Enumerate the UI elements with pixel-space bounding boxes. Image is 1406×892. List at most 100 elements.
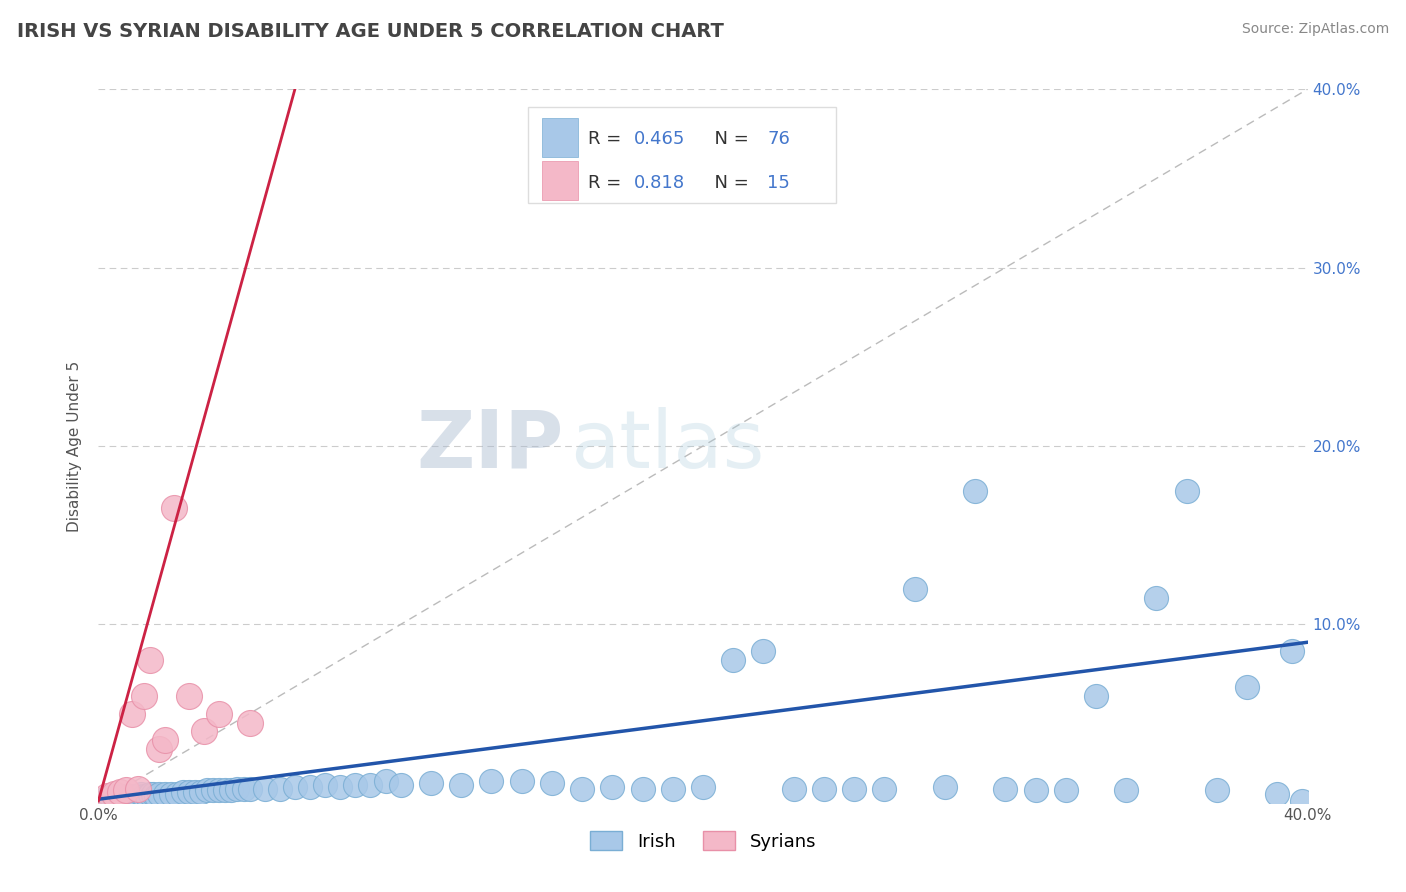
Y-axis label: Disability Age Under 5: Disability Age Under 5 (67, 360, 83, 532)
Point (253, 781, 276, 796)
Point (344, 778, 367, 792)
Point (226, 781, 249, 796)
Point (118, 789, 141, 803)
Point (148, 787, 170, 801)
Point (166, 787, 188, 801)
Text: atlas: atlas (569, 407, 765, 485)
Point (752, 644, 775, 658)
Point (232, 781, 254, 796)
Point (329, 780, 352, 794)
Text: IRISH VS SYRIAN DISABILITY AGE UNDER 5 CORRELATION CHART: IRISH VS SYRIAN DISABILITY AGE UNDER 5 C… (17, 22, 724, 41)
Point (179, 689, 201, 703)
Point (1054, 783, 1077, 797)
Point (139, 787, 162, 801)
Point (1085, 689, 1108, 703)
Point (692, 780, 714, 794)
Point (153, 733, 176, 747)
Point (135, 789, 157, 803)
Point (450, 778, 472, 792)
Point (1115, 783, 1137, 797)
Point (631, 781, 654, 796)
Point (602, 780, 624, 794)
Text: Source: ZipAtlas.com: Source: ZipAtlas.com (1241, 22, 1389, 37)
Point (481, 774, 503, 789)
Point (145, 789, 167, 803)
Point (105, 790, 128, 805)
Point (314, 778, 336, 792)
Text: 76: 76 (768, 130, 790, 148)
Point (1206, 783, 1229, 797)
Point (114, 783, 136, 797)
Point (723, 653, 745, 667)
Point (208, 783, 231, 797)
Point (103, 787, 125, 801)
Point (1281, 644, 1303, 658)
Point (540, 776, 562, 790)
Point (127, 781, 149, 796)
Point (172, 785, 194, 799)
Point (510, 774, 533, 789)
Point (360, 778, 382, 792)
Point (934, 780, 956, 794)
Point (965, 483, 987, 498)
Point (96, 792, 118, 806)
Point (96, 789, 118, 803)
Point (221, 783, 243, 797)
Point (904, 582, 927, 596)
Point (269, 781, 291, 796)
Point (1144, 591, 1167, 605)
FancyBboxPatch shape (543, 118, 578, 157)
Point (121, 789, 143, 803)
Point (129, 787, 152, 801)
Legend: Irish, Syrians: Irish, Syrians (582, 824, 824, 858)
Point (239, 781, 262, 796)
Point (148, 742, 170, 756)
Point (190, 785, 212, 799)
Point (994, 781, 1017, 796)
Point (1291, 794, 1313, 808)
Point (1175, 483, 1198, 498)
Point (160, 787, 183, 801)
Text: 15: 15 (768, 175, 790, 193)
Point (239, 715, 262, 730)
Point (571, 781, 593, 796)
Point (193, 724, 215, 739)
Text: R =: R = (588, 130, 627, 148)
Text: N =: N = (703, 130, 755, 148)
Point (208, 706, 231, 721)
Text: 0.465: 0.465 (634, 130, 686, 148)
Point (139, 653, 162, 667)
Point (153, 787, 176, 801)
Point (179, 785, 201, 799)
Point (93, 792, 115, 806)
Point (111, 789, 134, 803)
Point (195, 783, 218, 797)
Point (1024, 783, 1046, 797)
Point (121, 706, 143, 721)
Point (108, 785, 131, 799)
Point (202, 783, 225, 797)
Point (132, 789, 155, 803)
Point (103, 789, 125, 803)
Point (100, 790, 122, 805)
Point (420, 776, 443, 790)
Point (163, 501, 186, 516)
Point (389, 778, 412, 792)
Point (127, 789, 149, 803)
Point (124, 790, 146, 805)
Point (783, 781, 806, 796)
Point (873, 781, 896, 796)
Point (1236, 680, 1258, 694)
FancyBboxPatch shape (543, 161, 578, 200)
Point (844, 781, 866, 796)
Text: R =: R = (588, 175, 627, 193)
FancyBboxPatch shape (527, 107, 837, 203)
Text: ZIP: ZIP (416, 407, 564, 485)
Point (1267, 787, 1289, 801)
Text: N =: N = (703, 175, 755, 193)
Point (108, 790, 131, 805)
Point (661, 781, 683, 796)
Point (114, 790, 136, 805)
Point (374, 774, 396, 789)
Text: 0.818: 0.818 (634, 175, 685, 193)
